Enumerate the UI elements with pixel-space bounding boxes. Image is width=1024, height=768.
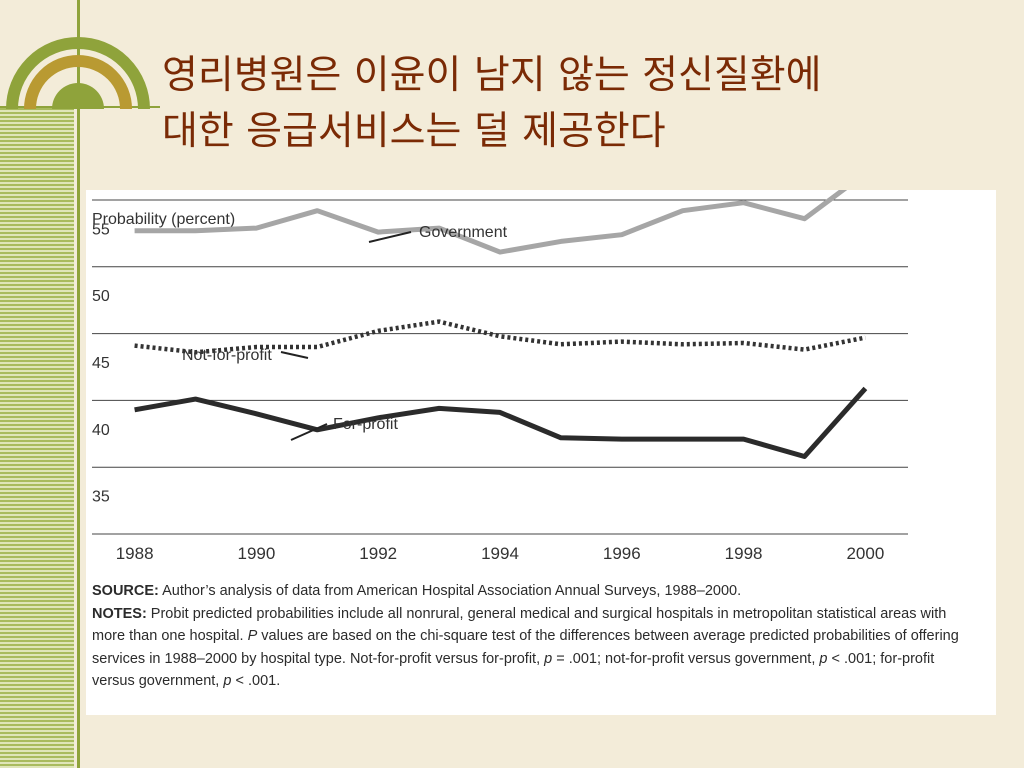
legend-label: For-profit (333, 416, 398, 433)
x-tick-label: 1994 (481, 544, 519, 563)
arc-logo-icon (6, 37, 150, 109)
striped-side-panel (0, 108, 74, 768)
y-tick-label: 50 (92, 288, 110, 305)
notes-text-3: = .001; not-for-profit versus government… (552, 650, 820, 667)
slide-title: 영리병원은 이윤이 남지 않는 정신질환에 대한 응급서비스는 덜 제공한다 (162, 48, 1002, 160)
legend-leader-line (290, 423, 328, 441)
x-tick-label: 2000 (846, 544, 884, 563)
p-symbol: p (223, 673, 232, 689)
legend-leader-line (368, 231, 412, 243)
y-tick-label: 45 (92, 355, 110, 372)
vertical-divider-line (77, 0, 80, 768)
y-tick-label: 40 (92, 422, 110, 439)
notes-paragraph: NOTES: Probit predicted probabilities in… (92, 603, 972, 693)
legend-label: Government (419, 224, 508, 241)
notes-label: NOTES: (92, 605, 147, 622)
x-tick-label: 1990 (238, 544, 276, 563)
figure-panel: 35 40 45 50 55 Probability (percent) 1988 1990 1… (86, 190, 996, 715)
x-tick-label: 1998 (725, 544, 763, 563)
series-line-government (134, 190, 848, 255)
slide-title-line-1: 영리병원은 이윤이 남지 않는 정신질환에 (162, 53, 822, 98)
x-tick-label: 1988 (116, 544, 154, 563)
source-text: Author’s analysis of data from American … (158, 583, 742, 599)
source-label: SOURCE: (92, 583, 159, 599)
slide-title-line-2: 대한 응급서비스는 덜 제공한다 (162, 109, 666, 154)
x-tick-label: 1992 (359, 544, 397, 563)
p-symbol: p (819, 650, 828, 667)
series-line-not-for-profit (134, 319, 866, 355)
source-note: SOURCE: Author’s analysis of data from A… (92, 580, 972, 603)
notes-text-4: < .001; for-profit versus government, (92, 650, 935, 690)
x-tick-label: 1996 (603, 544, 641, 563)
p-symbol: P (247, 628, 258, 644)
series-line-for-profit (134, 386, 868, 459)
legend-label: Not-for-profit (182, 347, 272, 364)
notes-text-5: < .001. (231, 673, 281, 689)
legend-leader-line (280, 351, 309, 359)
y-tick-label: 35 (92, 489, 110, 506)
figure-notes: SOURCE: Author’s analysis of data from A… (92, 580, 972, 693)
p-symbol: p (544, 650, 553, 667)
y-tick-label: 55 (92, 221, 110, 238)
notes-text-1: Probit predicted probabilities include a… (92, 605, 947, 645)
notes-text-2: values are based on the chi-square test … (92, 628, 959, 667)
y-axis-label: Probability (percent) (92, 211, 235, 228)
